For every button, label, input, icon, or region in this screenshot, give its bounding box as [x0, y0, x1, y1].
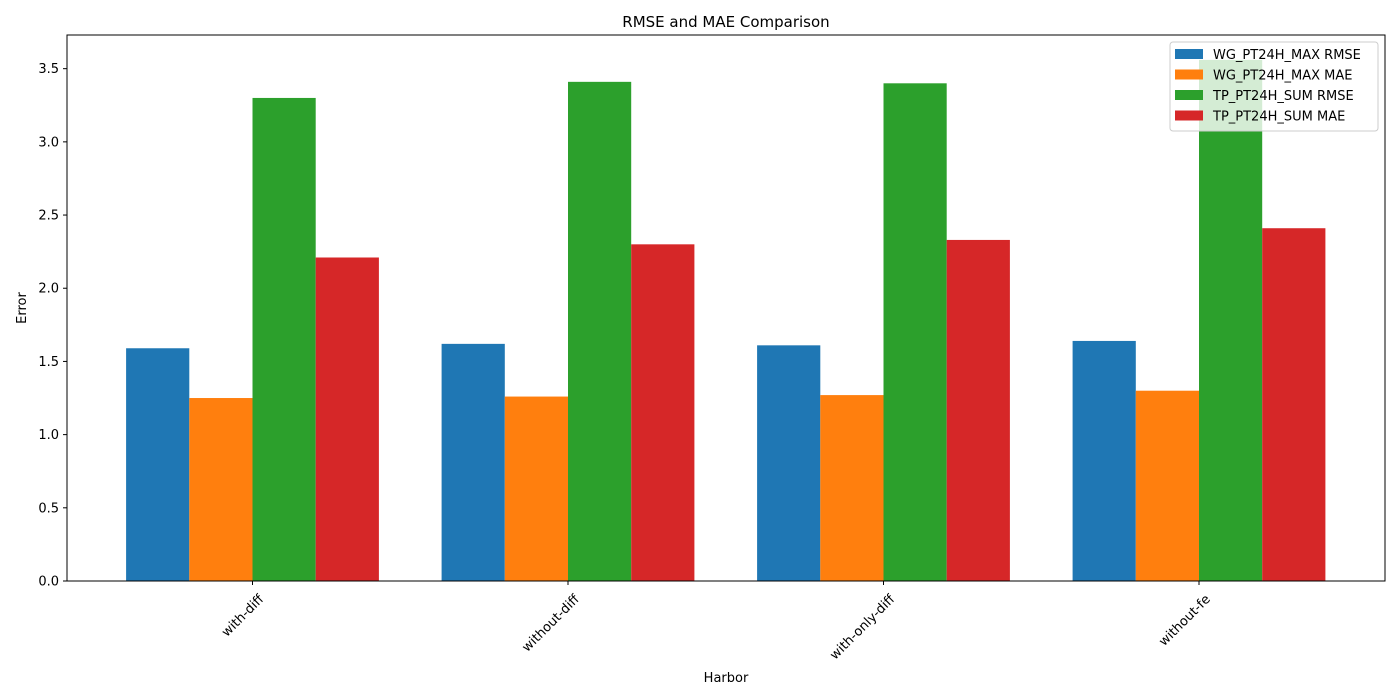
legend: WG_PT24H_MAX RMSE WG_PT24H_MAX MAE TP_PT24…	[1169, 41, 1379, 132]
bar	[441, 343, 505, 581]
x-tick-label: without-diff	[520, 591, 584, 655]
x-tick-label: with-only-diff	[827, 591, 899, 663]
y-tick-label: 1.5	[38, 355, 59, 370]
y-axis-ticks: 0.0 0.5 1.0 1.5 2.0 2.5 3.0 3.5	[38, 62, 67, 590]
legend-label: TP_PT24H_SUM RMSE	[1212, 89, 1354, 104]
plot-frame	[66, 34, 1386, 582]
y-tick-label: 3.0	[38, 135, 59, 150]
bar	[1262, 228, 1326, 581]
bar	[757, 345, 821, 581]
y-tick-label: 0.5	[38, 501, 59, 516]
bar	[820, 395, 884, 581]
x-axis-ticks: with-diff without-diff with-only-diff witho…	[219, 581, 1214, 663]
bar	[315, 257, 379, 581]
legend-box	[1169, 41, 1379, 132]
x-tick-label: without-fe	[1156, 592, 1213, 649]
y-tick-label: 2.5	[38, 209, 59, 224]
legend-swatch	[1175, 110, 1203, 121]
y-tick-label: 1.0	[38, 428, 59, 443]
bar	[252, 97, 316, 582]
y-tick-label: 3.5	[38, 62, 59, 77]
legend-label: TP_PT24H_SUM MAE	[1212, 110, 1345, 125]
bars	[126, 59, 1326, 582]
bar	[568, 81, 632, 581]
bar	[189, 398, 253, 581]
bar	[946, 239, 1010, 581]
chart-title: RMSE and MAE Comparison	[622, 13, 829, 31]
bar	[504, 396, 568, 581]
legend-label: WG_PT24H_MAX MAE	[1213, 69, 1353, 84]
bar	[1199, 59, 1263, 582]
bar	[631, 244, 695, 581]
legend-label: WG_PT24H_MAX RMSE	[1213, 48, 1361, 63]
x-tick-label: with-diff	[219, 591, 268, 640]
y-tick-label: 2.0	[38, 282, 59, 297]
bar	[126, 348, 190, 581]
bar	[883, 83, 947, 581]
legend-swatch	[1175, 90, 1203, 100]
y-tick-label: 0.0	[38, 575, 59, 590]
legend-swatch	[1175, 49, 1203, 59]
bar	[1135, 390, 1199, 581]
y-axis-label: Error	[15, 292, 30, 324]
bar	[1072, 340, 1136, 581]
legend-swatch	[1175, 69, 1203, 80]
x-axis-label: Harbor	[704, 671, 749, 686]
